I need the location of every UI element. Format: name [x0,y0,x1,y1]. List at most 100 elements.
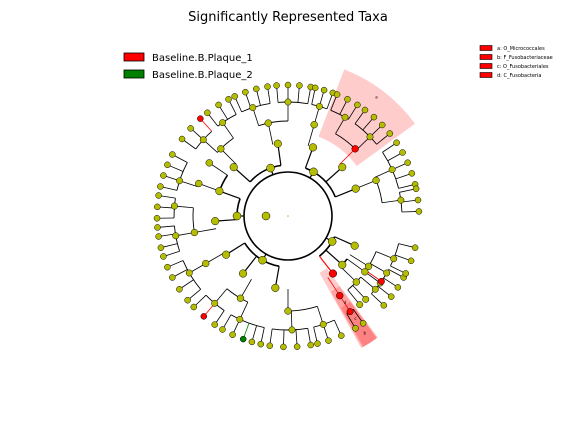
clade-legend-label: d: C_Fusobacteria [497,73,541,79]
taxon-node [195,179,203,188]
taxon-node [414,196,422,204]
taxon-node [169,274,176,281]
legend-label: Baseline.B.Plaque_1 [152,53,253,64]
taxon-node [199,136,207,144]
taxon-node [351,145,359,153]
taxon-node [222,250,231,259]
taxon-node [366,133,374,141]
taxon-node [296,82,303,89]
taxon-node [397,196,405,204]
taxon-node [341,113,349,121]
branch-arc [176,162,188,191]
taxon-node [236,315,244,323]
taxon-node [239,269,248,278]
taxon-node [338,332,345,339]
taxon-node [154,203,161,211]
branch-line [349,254,369,267]
taxon-node [172,232,180,240]
taxon-node [402,270,409,277]
taxon-node [266,163,275,173]
taxon-node [264,119,272,127]
clade-legend: a: O_Micrococcales b: F_Fusobacteriaceaec… [479,45,553,79]
legend-swatch [123,52,145,62]
taxon-node [356,301,364,309]
branch-arc [390,243,400,267]
taxon-node [361,106,369,114]
legend-swatch [123,69,145,79]
taxon-node [219,119,227,127]
branch-arc [230,314,265,328]
highlight-letter-d: d [344,300,347,305]
taxon-node [311,84,319,92]
taxon-node [280,343,287,351]
taxon-node [231,93,238,100]
highlight-letter-a: a [375,95,378,100]
taxon-node [327,237,337,246]
taxon-node [361,268,369,276]
branch-arc [217,137,234,153]
branch-arc [249,164,282,183]
branch-arc [278,101,308,105]
taxon-node [315,102,323,110]
taxon-node [387,293,395,300]
highlight-letters: a b c d [344,95,378,336]
taxon-node [380,302,388,309]
taxon-node [378,121,386,129]
taxon-node [248,338,256,346]
branch-line [339,148,356,165]
taxon-node [229,163,238,172]
taxon-node [308,143,318,152]
taxon-node [314,340,321,347]
branch-line [194,228,217,233]
branch-line [240,279,252,299]
taxon-node [187,125,194,132]
taxon-node [288,326,296,334]
clade-legend-swatch [479,72,493,78]
taxon-node [200,313,208,320]
taxon-node [211,321,218,328]
taxon-node [333,91,341,98]
taxon-node [328,269,337,278]
taxon-node [264,83,271,90]
branch-line [267,122,274,145]
branch-arc [330,109,349,120]
branch-line [340,266,357,283]
group-legend: Baseline.B.Plaque_1 Baseline.B.Plaque_2 [123,52,253,81]
branch-line [205,252,225,264]
taxon-node [309,167,318,177]
taxon-node [253,85,260,93]
branch-line [346,258,366,273]
taxon-node [261,211,271,221]
taxon-node [160,253,167,260]
taxon-node [219,326,226,333]
taxon-node [249,104,257,112]
taxon-node [364,262,373,270]
highlight-letter-c: c [354,316,356,321]
taxon-node [271,283,280,292]
taxon-node [154,224,161,231]
taxon-node [359,320,367,327]
taxon-node [350,241,359,250]
taxon-node [336,292,344,300]
clade-highlights [318,69,416,349]
taxon-node [412,185,420,193]
taxon-node [415,208,423,215]
taxon-node [215,101,222,109]
taxon-node [190,228,199,237]
taxon-node [351,184,360,193]
taxon-node [184,296,191,304]
taxon-node [190,303,198,311]
branch-line [220,148,237,165]
taxon-node [211,299,219,307]
taxon-node [242,88,249,96]
taxon-node [386,130,394,137]
highlight-wedge-c [330,286,378,348]
clade-legend-label: c: O_Fusobacteriales [497,64,549,70]
taxon-node [155,192,162,199]
taxon-node [157,244,165,251]
taxon-node [404,159,411,166]
taxon-node [352,325,359,332]
taxon-node [346,308,354,316]
taxon-node [164,263,171,271]
